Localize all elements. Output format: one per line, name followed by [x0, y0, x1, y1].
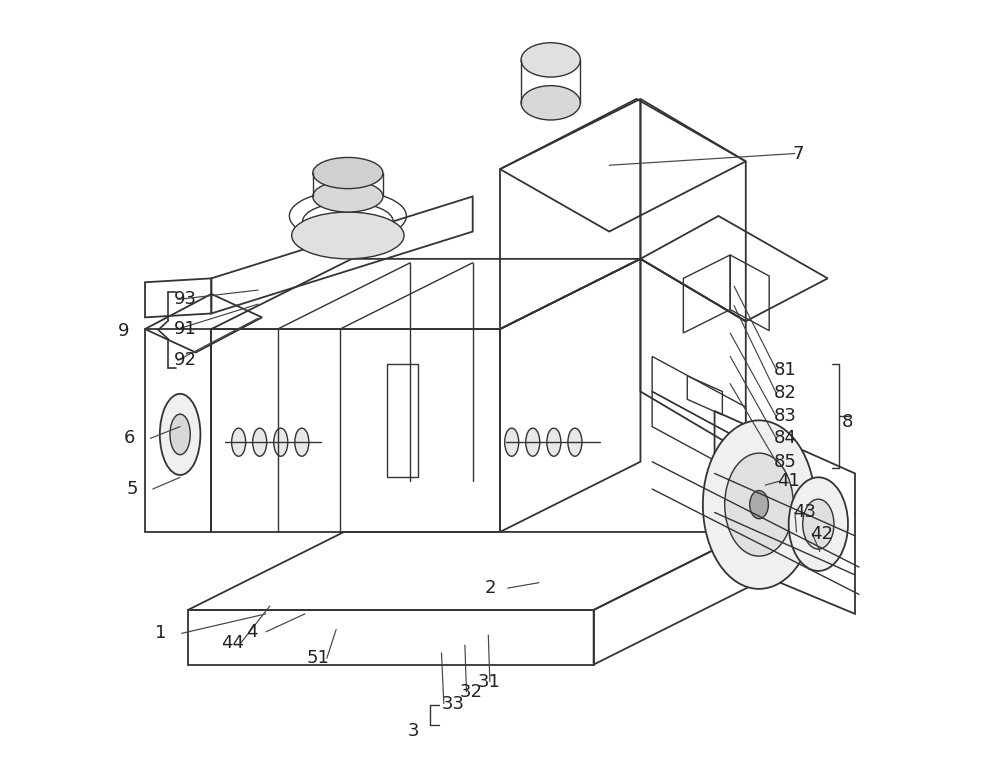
Ellipse shape: [315, 212, 381, 240]
Text: 93: 93: [174, 290, 197, 309]
Ellipse shape: [505, 428, 519, 456]
Ellipse shape: [160, 394, 200, 475]
Ellipse shape: [253, 428, 267, 456]
Text: 41: 41: [777, 472, 800, 490]
Text: 44: 44: [221, 633, 244, 651]
Text: 32: 32: [459, 683, 482, 701]
Text: 83: 83: [774, 407, 797, 425]
Text: 43: 43: [793, 503, 816, 521]
Text: 85: 85: [774, 453, 797, 471]
Text: 51: 51: [307, 649, 329, 667]
Ellipse shape: [521, 43, 580, 77]
Text: 82: 82: [774, 384, 797, 402]
Text: 5: 5: [127, 480, 139, 498]
Text: 91: 91: [174, 320, 197, 338]
Text: 42: 42: [811, 525, 834, 543]
Text: 6: 6: [124, 429, 135, 447]
Ellipse shape: [313, 181, 383, 212]
Ellipse shape: [789, 478, 848, 571]
Text: 84: 84: [774, 429, 797, 447]
Ellipse shape: [547, 428, 561, 456]
Text: 92: 92: [174, 352, 197, 370]
Text: 2: 2: [484, 579, 496, 597]
Text: 8: 8: [842, 413, 853, 431]
Text: 9: 9: [118, 322, 129, 340]
Ellipse shape: [313, 157, 383, 189]
Ellipse shape: [232, 428, 246, 456]
Text: 81: 81: [774, 361, 797, 379]
Text: 31: 31: [478, 673, 501, 691]
Ellipse shape: [274, 428, 288, 456]
Ellipse shape: [292, 212, 404, 259]
Text: 7: 7: [793, 145, 804, 163]
Text: 3: 3: [408, 722, 419, 740]
Ellipse shape: [526, 428, 540, 456]
Text: 4: 4: [246, 622, 258, 640]
Ellipse shape: [568, 428, 582, 456]
Ellipse shape: [295, 428, 309, 456]
Ellipse shape: [725, 453, 793, 556]
Ellipse shape: [703, 420, 815, 589]
Text: 33: 33: [441, 695, 464, 713]
Ellipse shape: [750, 491, 768, 518]
Ellipse shape: [521, 85, 580, 120]
Ellipse shape: [803, 500, 834, 549]
Text: 1: 1: [155, 624, 167, 642]
Ellipse shape: [170, 414, 190, 455]
